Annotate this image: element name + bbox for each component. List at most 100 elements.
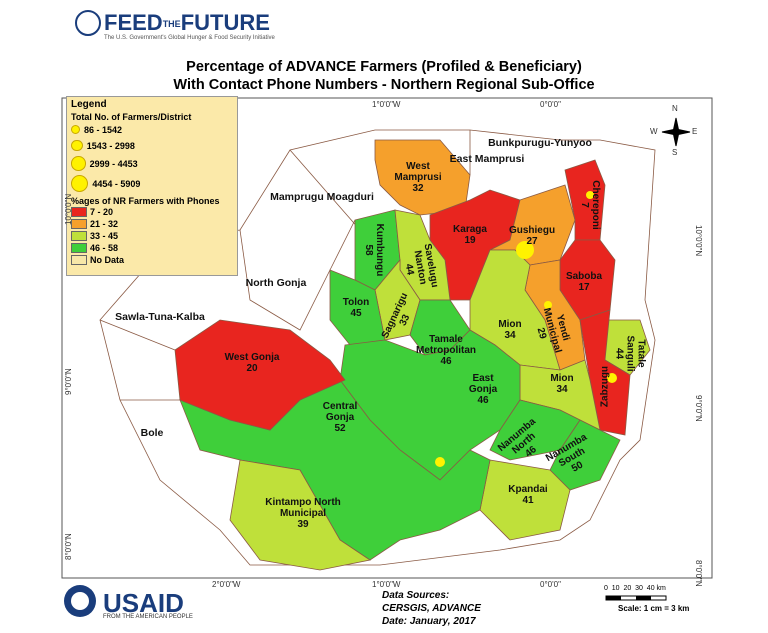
district-label: Tatale Sanguli 44	[614, 324, 647, 384]
legend-label: 7 - 20	[90, 207, 114, 217]
district-label: Central Gonja 52	[310, 401, 370, 434]
district-value: 44	[613, 347, 625, 360]
district-label: East Gonja 46	[458, 373, 508, 406]
legend-label: 2999 - 4453	[89, 158, 138, 169]
legend-label: 21 - 32	[90, 219, 119, 229]
district-name: Kpandai	[508, 484, 548, 495]
bubble	[586, 191, 594, 199]
legend-item: 86 - 1542	[71, 122, 233, 137]
legend: Legend Total No. of Farmers/District 86 - …	[66, 96, 238, 276]
district-name: Kintampo North Municipal	[265, 497, 341, 519]
district-label: Zabzugu	[600, 362, 611, 412]
logo-text: FUTURE	[180, 10, 270, 35]
district-name: East Gonja	[468, 373, 498, 395]
coordinate-label: 1°0'0"W	[372, 100, 401, 109]
legend-item: No Data	[71, 254, 233, 266]
district-label: Kumbungu 58	[363, 220, 385, 280]
scale-text: 0 10 20 30 40 km	[604, 585, 666, 592]
district-value: 34	[556, 384, 568, 395]
source: CERSGIS, ADVANCE	[382, 603, 481, 614]
legend-item: 2999 - 4453	[71, 154, 233, 173]
district-label: Tamale Metropolitan 46	[406, 334, 486, 367]
district-value: 19	[464, 235, 476, 246]
district-label: Kpandai 41	[503, 484, 553, 506]
title: Percentage of ADVANCE Farmers (Profiled …	[186, 59, 582, 75]
district-label: North Gonja	[245, 277, 307, 289]
bubbles	[435, 191, 617, 467]
scale-bar	[636, 596, 651, 600]
district-name: Kumbungu	[374, 223, 385, 277]
legend-swatch	[71, 243, 87, 253]
coordinate-label: 2°0'0"W	[212, 580, 241, 589]
seal	[71, 592, 89, 610]
border	[289, 149, 361, 231]
coordinate-label: 0°0'0"	[540, 100, 561, 109]
legend-swatch	[71, 255, 87, 265]
district-label: Mion 34	[485, 319, 535, 341]
district-name: Chereponi	[590, 180, 601, 230]
bubble	[607, 373, 617, 383]
district-value: 34	[504, 330, 516, 341]
district-label: West Mamprusi 32	[383, 161, 453, 194]
legend-bubble	[71, 156, 86, 171]
district-label: Chereponi 7	[579, 170, 601, 240]
district-label: Sawla-Tuna-Kalba	[115, 311, 205, 323]
legend-bubble	[71, 125, 80, 134]
district-name: Mion	[550, 373, 574, 384]
district-value: 32	[412, 183, 424, 194]
legend-item: 7 - 20	[71, 206, 233, 218]
district-label: Mamprugu Moagduri	[270, 191, 374, 203]
compass-label: N	[672, 104, 678, 113]
district-name: Tatale Sanguli	[624, 335, 647, 372]
title: With Contact Phone Numbers - Northern Re…	[173, 77, 595, 93]
district-label: Karaga 19	[440, 224, 500, 246]
district-name: West Mamprusi	[394, 161, 442, 183]
coordinate-label: 8°0'0"N	[694, 560, 703, 587]
legend-item: 21 - 32	[71, 218, 233, 230]
tagline: The U.S. Government's Global Hunger & Fo…	[104, 35, 275, 41]
district-name: Tolon	[342, 297, 370, 308]
border	[99, 319, 176, 351]
usaid: USAID	[103, 588, 184, 618]
legend-item: 46 - 58	[71, 242, 233, 254]
coordinate-label: 10°0'0"N	[694, 225, 703, 257]
bubble	[435, 457, 445, 467]
compass	[661, 117, 691, 147]
coordinate-label: 10°0'0"N	[64, 193, 73, 225]
district-name: Saboba	[565, 271, 603, 282]
district-value: 45	[350, 308, 362, 319]
legend-title: Legend	[71, 99, 107, 110]
legend-swatch	[71, 219, 87, 229]
district-name: Mion	[498, 319, 522, 330]
logo-text: FEED	[104, 10, 163, 35]
district-name: Tamale Metropolitan	[416, 334, 476, 356]
scale-text: Scale: 1 cm = 3 km	[618, 604, 690, 613]
legend-section: %ages of NR Farmers with Phones	[71, 196, 220, 206]
coordinate-label: 9°0'0"N	[694, 395, 703, 422]
district-value: 41	[522, 495, 534, 506]
legend-swatch	[71, 231, 87, 241]
district-value: 58	[363, 244, 374, 256]
scale-bar	[605, 595, 667, 601]
district-name: Central Gonja	[322, 401, 358, 423]
coordinate-label: 0°0'0"	[540, 580, 561, 589]
district-label: Gushiegu 27	[502, 225, 562, 247]
district-value: 17	[578, 282, 590, 293]
district-name: Gushiegu	[508, 225, 556, 236]
coordinate-label: 1°0'0"W	[372, 580, 401, 589]
district-value: 52	[334, 423, 346, 434]
legend-bubble	[71, 174, 89, 193]
compass-label: W	[650, 127, 658, 136]
compass-needle	[661, 128, 691, 136]
legend-label: 86 - 1542	[84, 124, 123, 135]
district-label: Kintampo North Municipal 39	[263, 497, 343, 530]
usaid-tagline: FROM THE AMERICAN PEOPLE	[103, 614, 193, 620]
district-label: Saboba 17	[559, 271, 609, 293]
district-label: Mion 34	[542, 373, 582, 395]
district-label: Tolon 45	[331, 297, 381, 319]
legend-label: 1543 - 2998	[86, 140, 135, 151]
usaid-seal	[64, 10, 101, 617]
district-value: 27	[526, 236, 538, 247]
district-layer	[174, 139, 651, 571]
scale-bar	[606, 596, 621, 600]
